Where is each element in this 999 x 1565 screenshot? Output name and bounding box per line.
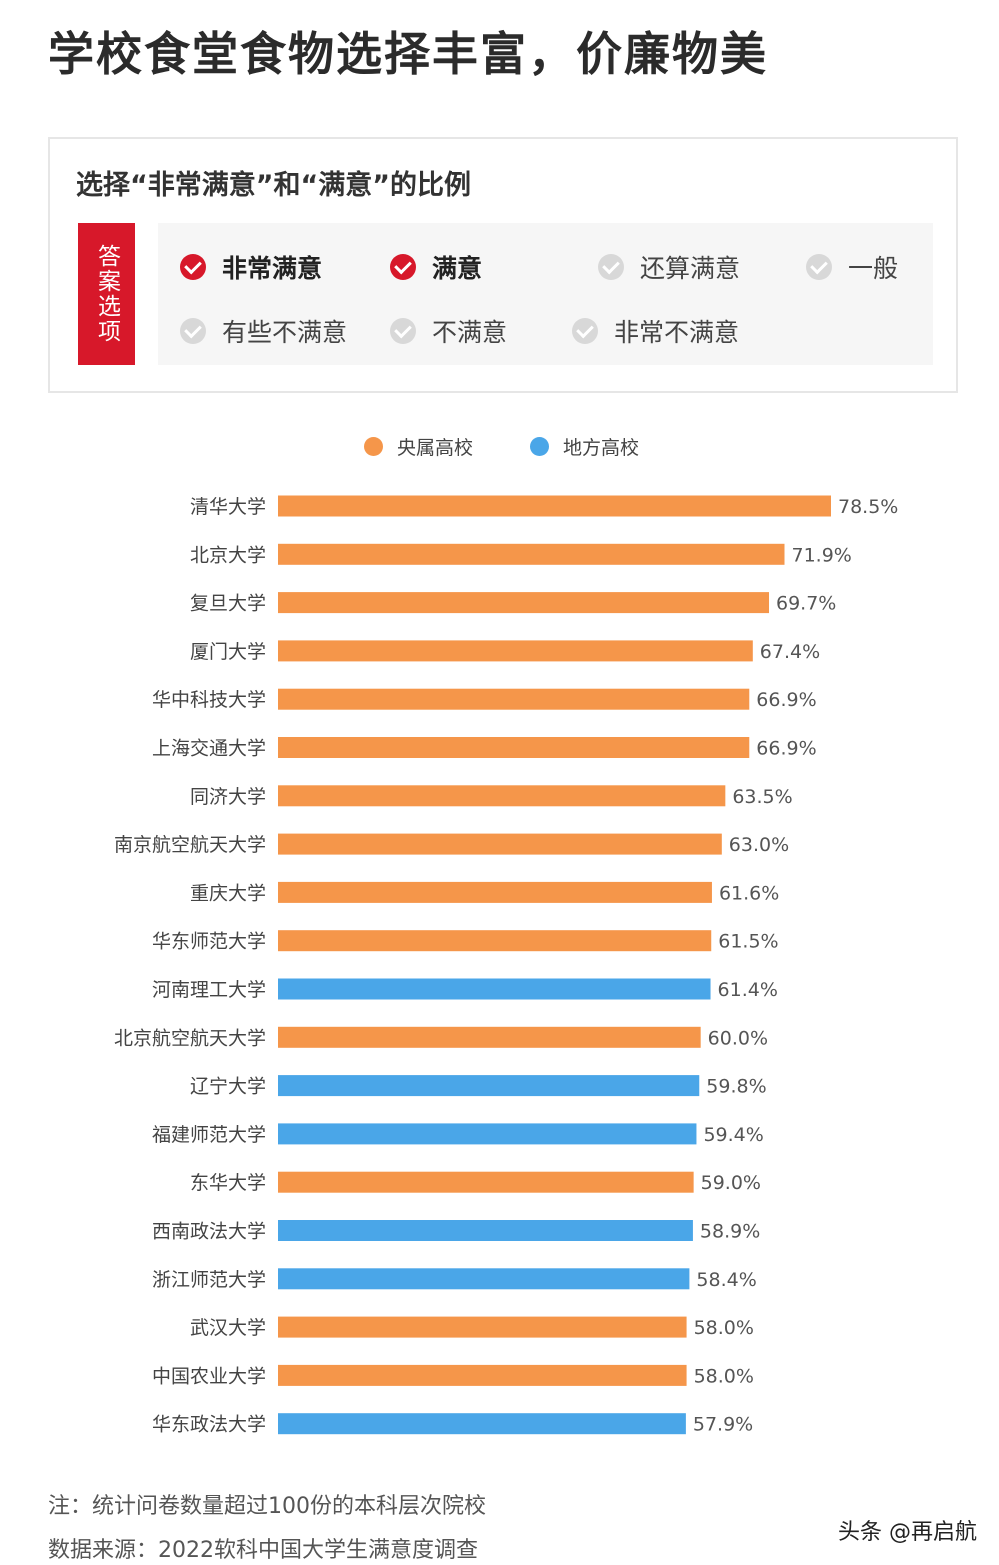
value-label: 67.4% bbox=[760, 641, 820, 663]
option-fairly-satisfied: 还算满意 bbox=[598, 249, 740, 285]
category-label: 北京大学 bbox=[190, 544, 266, 566]
category-label: 同济大学 bbox=[190, 786, 266, 808]
checked-circle-icon bbox=[390, 254, 416, 280]
value-label: 66.9% bbox=[756, 689, 816, 711]
bar bbox=[278, 1026, 701, 1048]
bar-chart: 清华大学 78.5% 北京大学 71.9% 复旦大学 69.7% 厦门大学 67.4% 华中科技… bbox=[114, 495, 898, 1436]
category-label: 浙江师范大学 bbox=[152, 1269, 266, 1291]
legend-item-local: 地方高校 bbox=[530, 433, 639, 460]
bar bbox=[278, 1268, 690, 1290]
chart-legend: 央属高校 地方高校 bbox=[0, 433, 999, 463]
option-average: 一般 bbox=[806, 249, 898, 285]
category-label: 清华大学 bbox=[190, 496, 266, 518]
bar bbox=[278, 978, 711, 1000]
bar bbox=[278, 930, 712, 952]
category-label: 东华大学 bbox=[190, 1172, 266, 1194]
bar bbox=[278, 1075, 700, 1097]
value-label: 66.9% bbox=[756, 738, 816, 760]
watermark: 头条 @再启航 bbox=[838, 1520, 977, 1545]
value-label: 59.0% bbox=[701, 1172, 761, 1194]
bar bbox=[278, 833, 722, 855]
value-label: 78.5% bbox=[838, 496, 898, 518]
unchecked-circle-icon bbox=[390, 318, 416, 344]
category-label: 中国农业大学 bbox=[152, 1365, 266, 1387]
bar bbox=[278, 1171, 694, 1193]
category-label: 辽宁大学 bbox=[190, 1076, 266, 1098]
value-label: 63.0% bbox=[729, 834, 789, 856]
unchecked-circle-icon bbox=[806, 254, 832, 280]
category-label: 重庆大学 bbox=[190, 882, 266, 904]
bar bbox=[278, 543, 785, 565]
value-label: 59.8% bbox=[706, 1076, 766, 1098]
value-label: 58.4% bbox=[696, 1269, 756, 1291]
checked-circle-icon bbox=[180, 254, 206, 280]
bar bbox=[278, 1316, 687, 1338]
category-label: 武汉大学 bbox=[190, 1317, 266, 1339]
unchecked-circle-icon bbox=[180, 318, 206, 344]
bar bbox=[278, 592, 770, 614]
bar bbox=[278, 640, 753, 662]
legend-dot-icon bbox=[364, 437, 383, 456]
value-label: 57.9% bbox=[693, 1414, 753, 1436]
option-very-satisfied: 非常满意 bbox=[180, 249, 322, 285]
option-somewhat-dissatisfied: 有些不满意 bbox=[180, 313, 347, 349]
unchecked-circle-icon bbox=[598, 254, 624, 280]
option-very-dissatisfied: 非常不满意 bbox=[572, 313, 739, 349]
answer-options-box: 选择“非常满意”和“满意”的比例 答案选项 非常满意 满意 还算满意 一般 有些… bbox=[48, 137, 958, 393]
value-label: 58.0% bbox=[694, 1317, 754, 1339]
value-label: 60.0% bbox=[708, 1027, 768, 1049]
bar bbox=[278, 1413, 686, 1435]
value-label: 71.9% bbox=[792, 544, 852, 566]
value-label: 58.9% bbox=[700, 1221, 760, 1243]
category-label: 河南理工大学 bbox=[152, 979, 266, 1001]
category-label: 西南政法大学 bbox=[152, 1221, 266, 1243]
value-label: 63.5% bbox=[732, 786, 792, 808]
bar bbox=[278, 737, 750, 758]
bar bbox=[278, 785, 726, 807]
page-title: 学校食堂食物选择丰富，价廉物美 bbox=[48, 27, 768, 81]
answer-options-label: 答案选项 bbox=[78, 223, 135, 365]
bar bbox=[278, 688, 750, 710]
legend-dot-icon bbox=[530, 437, 549, 456]
category-label: 南京航空航天大学 bbox=[114, 834, 266, 856]
value-label: 61.6% bbox=[719, 882, 779, 904]
option-dissatisfied: 不满意 bbox=[390, 313, 507, 349]
chart-note: 注：统计问卷数量超过100份的本科层次院校 bbox=[48, 1494, 486, 1519]
bar bbox=[278, 1364, 687, 1386]
value-label: 58.0% bbox=[694, 1365, 754, 1387]
bar bbox=[278, 1220, 693, 1241]
category-label: 复旦大学 bbox=[190, 593, 266, 615]
value-label: 69.7% bbox=[776, 593, 836, 615]
bar bbox=[278, 1123, 697, 1145]
category-label: 福建师范大学 bbox=[152, 1124, 266, 1146]
value-label: 59.4% bbox=[703, 1124, 763, 1146]
bar bbox=[278, 881, 712, 903]
category-label: 华中科技大学 bbox=[152, 689, 266, 711]
category-label: 上海交通大学 bbox=[152, 738, 266, 760]
option-satisfied: 满意 bbox=[390, 249, 482, 285]
unchecked-circle-icon bbox=[572, 318, 598, 344]
bar bbox=[278, 495, 831, 517]
category-label: 厦门大学 bbox=[190, 641, 266, 663]
value-label: 61.4% bbox=[718, 979, 778, 1001]
category-label: 华东政法大学 bbox=[152, 1414, 266, 1436]
category-label: 华东师范大学 bbox=[152, 931, 266, 953]
options-panel: 非常满意 满意 还算满意 一般 有些不满意 不满意 非常不满意 bbox=[158, 223, 933, 365]
value-label: 61.5% bbox=[718, 931, 778, 953]
category-label: 北京航空航天大学 bbox=[114, 1027, 266, 1049]
options-subtitle: 选择“非常满意”和“满意”的比例 bbox=[76, 170, 471, 201]
data-source: 数据来源：2022软科中国大学生满意度调查 bbox=[48, 1538, 478, 1563]
legend-item-central: 央属高校 bbox=[364, 433, 473, 460]
